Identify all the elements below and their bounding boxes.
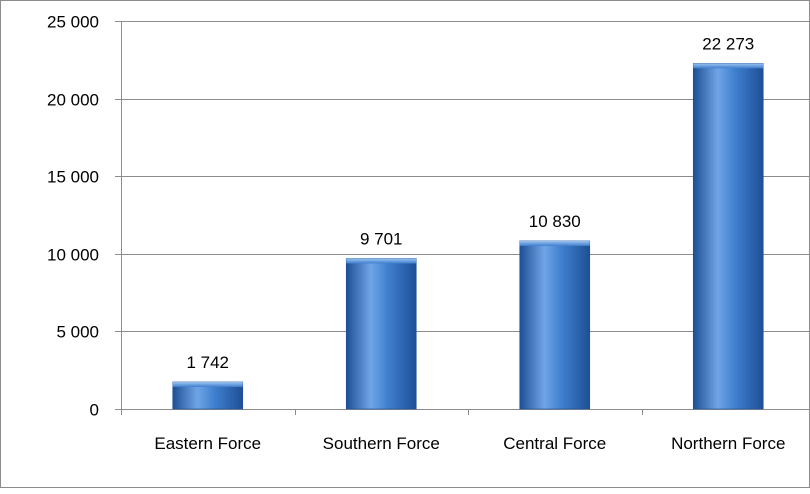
- data-label: 9 701: [360, 229, 403, 248]
- y-tick-label: 15 000: [47, 168, 99, 187]
- axes: [115, 21, 810, 415]
- bar-top-highlight: [519, 240, 590, 246]
- x-tick-label: Central Force: [503, 434, 606, 453]
- bar-top-highlight: [693, 63, 764, 69]
- y-tick-label: 20 000: [47, 91, 99, 110]
- bars: [172, 63, 764, 410]
- x-tick-label: Northern Force: [671, 434, 785, 453]
- data-label: 10 830: [529, 212, 581, 231]
- y-tick-label: 25 000: [47, 13, 99, 32]
- bar: [692, 63, 764, 410]
- bar-top-highlight: [346, 258, 417, 264]
- x-tick-label: Eastern Force: [154, 434, 261, 453]
- data-labels: 1 742 9 701 10 830 22 273: [186, 34, 754, 372]
- bar: [519, 240, 591, 410]
- y-tick-label: 0: [90, 401, 99, 420]
- data-label: 22 273: [702, 34, 754, 53]
- bar-top-highlight: [172, 381, 243, 387]
- y-tick-label: 5 000: [56, 323, 99, 342]
- x-tick-label: Southern Force: [323, 434, 440, 453]
- x-tick-labels: Eastern Force Southern Force Central Force…: [154, 434, 785, 453]
- y-tick-labels: 0 5 000 10 000 15 000 20 000 25 000: [47, 13, 99, 420]
- data-label: 1 742: [186, 353, 229, 372]
- bar: [345, 258, 417, 410]
- y-tick-label: 10 000: [47, 246, 99, 265]
